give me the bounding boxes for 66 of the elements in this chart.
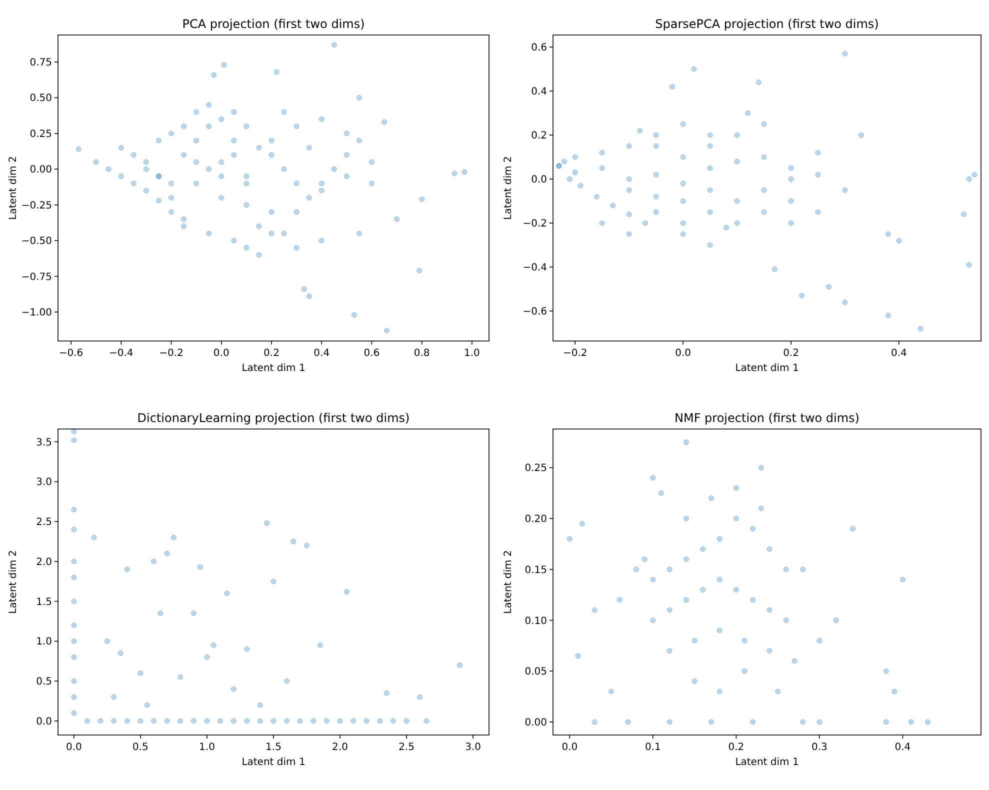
y-tick-label: 0.2 xyxy=(531,130,547,142)
x-tick-label: 1.0 xyxy=(199,742,215,753)
x-tick-label: −0.2 xyxy=(159,348,184,359)
y-tick-label: 0.75 xyxy=(30,58,52,68)
y-tick-label: 2.0 xyxy=(36,556,52,568)
x-tick-label: 0.4 xyxy=(891,348,907,359)
y-tick-label: 0.0 xyxy=(36,716,52,728)
y-tick-label: 0.25 xyxy=(524,463,547,474)
x-tick-label: 0.5 xyxy=(132,742,148,753)
x-tick-label: 0.4 xyxy=(894,742,911,753)
x-tick-label: 3.0 xyxy=(465,742,481,753)
y-tick-label: 2.5 xyxy=(36,517,52,528)
chart-title: DictionaryLearning projection (first two dims) xyxy=(137,411,410,425)
x-tick-label: 0.2 xyxy=(264,348,280,359)
y-tick-label: −0.50 xyxy=(21,236,52,248)
y-tick-label: 0.0 xyxy=(531,174,547,186)
y-tick-label: 0.00 xyxy=(30,164,52,176)
x-axis-title: Latent dim 1 xyxy=(242,363,306,374)
y-tick-label: −1.00 xyxy=(21,308,52,318)
y-tick-label: 0.00 xyxy=(524,717,547,728)
y-tick-label: 3.0 xyxy=(36,477,52,488)
y-tick-label: 0.05 xyxy=(524,666,547,678)
y-tick-label: 3.5 xyxy=(36,437,52,448)
y-tick-label: 0.10 xyxy=(524,616,547,627)
y-axis-title: Latent dim 2 xyxy=(8,156,19,220)
y-tick-label: 0.50 xyxy=(30,93,52,104)
y-tick-label: −0.25 xyxy=(21,200,52,212)
chart-title: NMF projection (first two dims) xyxy=(674,411,860,425)
x-tick-label: 0.4 xyxy=(314,348,330,359)
y-tick-label: 1.0 xyxy=(36,636,52,648)
x-tick-label: 1.5 xyxy=(266,742,282,753)
x-tick-label: 0.0 xyxy=(675,348,692,359)
x-tick-label: 0.1 xyxy=(644,742,661,753)
y-axis-title: Latent dim 2 xyxy=(503,550,514,614)
y-tick-label: 0.15 xyxy=(524,564,547,576)
chart-title: SparsePCA projection (first two dims) xyxy=(655,17,879,31)
y-tick-label: 0.25 xyxy=(30,128,52,140)
y-tick-label: −0.75 xyxy=(21,272,52,283)
x-axis-title: Latent dim 1 xyxy=(735,363,799,374)
x-tick-label: 0.6 xyxy=(364,348,380,359)
y-axis-title: Latent dim 2 xyxy=(503,156,514,220)
x-tick-label: 0.2 xyxy=(783,348,799,359)
y-tick-label: 1.5 xyxy=(36,596,52,608)
y-tick-label: −0.2 xyxy=(522,218,547,230)
x-tick-label: 0.8 xyxy=(414,348,430,359)
x-tick-label: 1.0 xyxy=(464,348,480,359)
y-tick-label: 0.5 xyxy=(36,676,52,688)
y-tick-label: −0.4 xyxy=(522,262,547,274)
chart-title: PCA projection (first two dims) xyxy=(182,17,365,31)
x-tick-label: 0.0 xyxy=(66,742,82,753)
y-axis-title: Latent dim 2 xyxy=(8,550,19,614)
x-axis-title: Latent dim 1 xyxy=(735,757,799,768)
x-tick-label: 2.0 xyxy=(332,742,348,753)
x-tick-label: 0.2 xyxy=(728,742,744,753)
x-tick-label: 0.0 xyxy=(213,348,230,359)
y-tick-label: 0.20 xyxy=(524,514,547,526)
y-tick-label: −0.6 xyxy=(522,306,547,318)
x-axis-title: Latent dim 1 xyxy=(242,757,306,768)
x-tick-label: −0.6 xyxy=(58,348,84,359)
x-tick-label: 0.0 xyxy=(562,742,578,753)
y-tick-label: 0.6 xyxy=(531,42,547,54)
x-tick-label: 2.5 xyxy=(398,742,414,753)
x-tick-label: −0.4 xyxy=(109,348,134,359)
y-tick-label: 0.4 xyxy=(531,86,547,98)
x-tick-label: −0.2 xyxy=(562,348,588,359)
x-tick-label: 0.3 xyxy=(812,742,828,753)
